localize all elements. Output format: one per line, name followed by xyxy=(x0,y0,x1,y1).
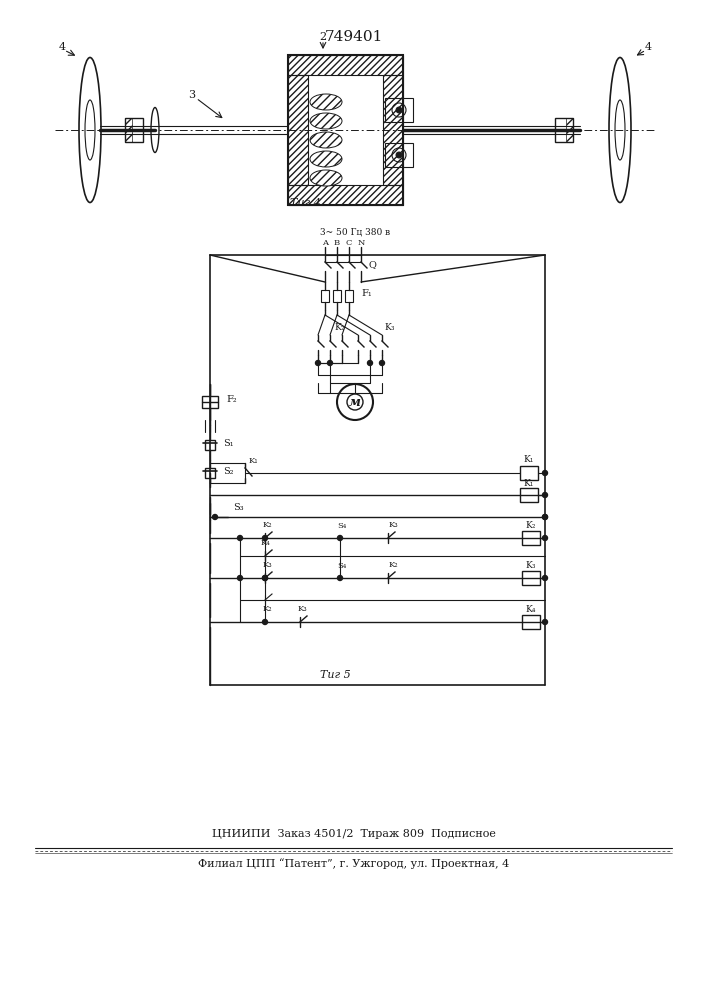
Text: ЦНИИПИ  Заказ 4501/2  Тираж 809  Подписное: ЦНИИПИ Заказ 4501/2 Тираж 809 Подписное xyxy=(212,829,496,839)
Text: S₂: S₂ xyxy=(223,466,233,476)
Bar xyxy=(205,440,215,450)
Text: Q: Q xyxy=(368,260,376,269)
Bar xyxy=(522,615,540,629)
Circle shape xyxy=(542,514,547,520)
Circle shape xyxy=(337,536,342,540)
Circle shape xyxy=(542,514,547,520)
Text: K₃: K₃ xyxy=(385,322,395,332)
Circle shape xyxy=(327,360,332,365)
Circle shape xyxy=(396,152,402,158)
Ellipse shape xyxy=(310,113,342,129)
Text: F₁: F₁ xyxy=(361,290,373,298)
Text: K₁: K₁ xyxy=(524,454,534,464)
Text: K₂: K₂ xyxy=(334,322,345,332)
Circle shape xyxy=(396,107,402,113)
Circle shape xyxy=(262,576,267,580)
Bar xyxy=(566,118,573,129)
Circle shape xyxy=(337,576,342,580)
Circle shape xyxy=(238,536,243,540)
Text: K₄: K₄ xyxy=(526,605,536,614)
Bar xyxy=(288,55,403,205)
Text: S₄: S₄ xyxy=(337,562,346,570)
Circle shape xyxy=(380,360,385,365)
Bar xyxy=(205,468,215,478)
Text: S₄: S₄ xyxy=(337,522,346,530)
Bar xyxy=(333,290,341,302)
Text: N: N xyxy=(357,239,365,247)
Bar xyxy=(385,143,413,167)
Text: K₄: K₄ xyxy=(260,539,270,547)
Circle shape xyxy=(238,576,243,580)
Text: A: A xyxy=(322,239,328,247)
Circle shape xyxy=(542,576,547,580)
Bar xyxy=(385,98,413,122)
Text: K₃: K₃ xyxy=(388,521,398,529)
Circle shape xyxy=(542,536,547,540)
Circle shape xyxy=(542,492,547,497)
Ellipse shape xyxy=(310,151,342,167)
Text: K₁: K₁ xyxy=(248,457,258,465)
Text: Филиал ЦПП “Патент”, г. Ужгород, ул. Проектная, 4: Филиал ЦПП “Патент”, г. Ужгород, ул. Про… xyxy=(199,859,510,869)
Bar xyxy=(288,185,403,205)
Ellipse shape xyxy=(310,132,342,148)
Text: K₂: K₂ xyxy=(262,605,271,613)
Text: C: C xyxy=(346,239,352,247)
Bar xyxy=(125,131,132,142)
Circle shape xyxy=(262,619,267,624)
Text: 4: 4 xyxy=(59,42,66,52)
Bar xyxy=(520,488,538,502)
Bar xyxy=(566,131,573,142)
Circle shape xyxy=(262,576,267,580)
Text: Τиг 5: Τиг 5 xyxy=(320,670,351,680)
Text: 2: 2 xyxy=(320,32,327,42)
Text: F₂: F₂ xyxy=(227,395,238,404)
Bar xyxy=(345,290,353,302)
Text: S₁: S₁ xyxy=(223,438,233,448)
Text: K₃: K₃ xyxy=(262,561,271,569)
Bar xyxy=(288,75,308,185)
Circle shape xyxy=(213,514,218,520)
Text: Τиг 4: Τиг 4 xyxy=(290,198,320,208)
Circle shape xyxy=(315,360,320,365)
Circle shape xyxy=(262,536,267,540)
Text: K₂: K₂ xyxy=(262,521,271,529)
Bar xyxy=(125,118,132,129)
Bar xyxy=(522,571,540,585)
Text: 4: 4 xyxy=(645,42,652,52)
Text: 749401: 749401 xyxy=(325,30,383,44)
Bar xyxy=(288,55,403,75)
Text: B: B xyxy=(334,239,340,247)
Circle shape xyxy=(542,471,547,476)
Bar xyxy=(202,396,218,408)
Bar xyxy=(321,290,329,302)
Text: K₃: K₃ xyxy=(526,562,536,570)
Text: K₂: K₂ xyxy=(526,522,536,530)
Ellipse shape xyxy=(310,170,342,186)
Ellipse shape xyxy=(310,94,342,110)
Circle shape xyxy=(542,619,547,624)
Text: K₁: K₁ xyxy=(524,479,534,488)
Text: м: м xyxy=(349,395,361,408)
Text: K₂: K₂ xyxy=(388,561,398,569)
Bar xyxy=(125,118,143,142)
Bar xyxy=(555,118,573,142)
Bar xyxy=(383,75,403,185)
Text: 3: 3 xyxy=(189,90,196,100)
Circle shape xyxy=(368,360,373,365)
Text: S₃: S₃ xyxy=(233,502,243,512)
Text: 3~ 50 Гц 380 в: 3~ 50 Гц 380 в xyxy=(320,228,390,236)
Bar xyxy=(522,531,540,545)
Text: K₃: K₃ xyxy=(297,605,307,613)
Bar xyxy=(520,466,538,480)
